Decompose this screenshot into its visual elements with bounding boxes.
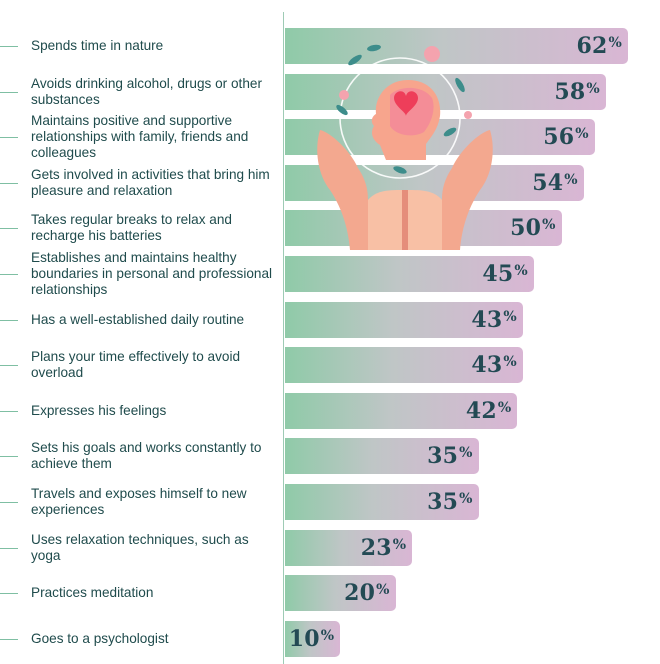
row-tick [0, 91, 18, 93]
row-tick [0, 137, 18, 139]
bar-value-label: 43% [285, 302, 517, 338]
row-tick [0, 182, 18, 184]
bar [285, 301, 523, 338]
bar-value-suffix: % [586, 80, 600, 97]
row-tick [0, 46, 18, 47]
bar-value-label: 35% [285, 438, 473, 474]
category-label: Expresses his feelings [31, 402, 167, 418]
row-tick [0, 638, 18, 640]
bar-value-number: 45 [482, 261, 514, 287]
bar-value-number: 43 [471, 352, 503, 379]
bar-value-label: 10% [285, 621, 334, 657]
bar-value-number: 54 [532, 169, 564, 196]
bar-value-label: 50% [285, 210, 556, 246]
bar-value-label: 23% [285, 530, 406, 566]
bar-value-label: 54% [285, 165, 578, 201]
bar-value-suffix: % [459, 445, 473, 462]
bar-value-number: 58 [554, 78, 586, 105]
category-label: Has a well-established daily routine [31, 311, 245, 327]
bar-value-suffix: % [459, 491, 473, 507]
row-tick [0, 228, 18, 230]
bar-value-suffix: % [376, 582, 390, 599]
bar-value-number: 35 [427, 489, 459, 515]
bar-value-label: 58% [285, 74, 600, 110]
row-tick [0, 365, 18, 367]
bar-value-label: 56% [285, 119, 589, 155]
row-tick [0, 319, 18, 321]
category-label: Spends time in nature [31, 38, 164, 53]
bar [285, 28, 628, 64]
bar-value-label: 43% [285, 347, 517, 383]
bar-value-suffix: % [542, 217, 556, 234]
bar [285, 347, 523, 384]
bar-value-suffix: % [497, 399, 512, 416]
bar-value-number: 43 [471, 306, 503, 333]
bar [285, 529, 413, 566]
bar-value-number: 10 [288, 625, 320, 652]
bar-value-suffix: % [503, 308, 517, 325]
bar [285, 484, 479, 520]
bar-value-suffix: % [320, 627, 335, 644]
category-label: Plans your time effectively to avoid ove… [31, 349, 241, 381]
bar-value-number: 56 [543, 124, 575, 151]
category-label: Sets his goals and works constantly to a… [31, 440, 262, 472]
category-label: Establishes and maintains healthy bounda… [31, 250, 273, 297]
row-tick [0, 456, 18, 458]
bar [285, 438, 479, 475]
row-tick [0, 593, 18, 595]
category-label: Practices meditation [31, 585, 154, 601]
category-label: Uses relaxation techniques, such as yoga [31, 531, 249, 563]
bar [285, 392, 518, 429]
bar-value-label: 45% [285, 256, 528, 292]
bar-value-suffix: % [503, 354, 517, 371]
row-tick [0, 502, 18, 503]
category-label: Maintains positive and supportive relati… [31, 113, 249, 161]
bar-value-label: 42% [285, 393, 511, 429]
category-label: Gets involved in activities that bring h… [31, 166, 270, 198]
row-tick [0, 410, 18, 412]
bar-value-number: 35 [427, 443, 459, 470]
category-label: Takes regular breaks to relax and rechar… [31, 212, 232, 244]
category-label: Goes to a psychologist [31, 630, 169, 646]
row-tick [0, 274, 18, 275]
bar [285, 575, 396, 612]
bar [285, 620, 341, 657]
bar-value-number: 20 [344, 580, 376, 607]
bar-value-label: 20% [285, 575, 390, 611]
bar-value-number: 23 [360, 534, 392, 561]
bar-value-number: 50 [510, 215, 542, 242]
category-label: Avoids drinking alcohol, drugs or other … [31, 75, 262, 107]
bar-value-suffix: % [392, 536, 407, 553]
heart-head-in-hands-icon [317, 44, 493, 250]
bar [285, 256, 534, 292]
row-tick [0, 547, 18, 549]
bar-value-suffix: % [575, 126, 589, 143]
bar-value-suffix: % [608, 35, 622, 51]
y-axis-line [283, 12, 284, 664]
bar-value-suffix: % [514, 263, 528, 279]
bar-value-number: 62 [576, 33, 608, 59]
category-label: Travels and exposes himself to new exper… [31, 486, 247, 517]
bar-value-label: 35% [285, 484, 473, 520]
bar-value-suffix: % [564, 171, 578, 188]
bar-value-label: 62% [285, 28, 622, 64]
bar-value-number: 42 [465, 397, 497, 424]
